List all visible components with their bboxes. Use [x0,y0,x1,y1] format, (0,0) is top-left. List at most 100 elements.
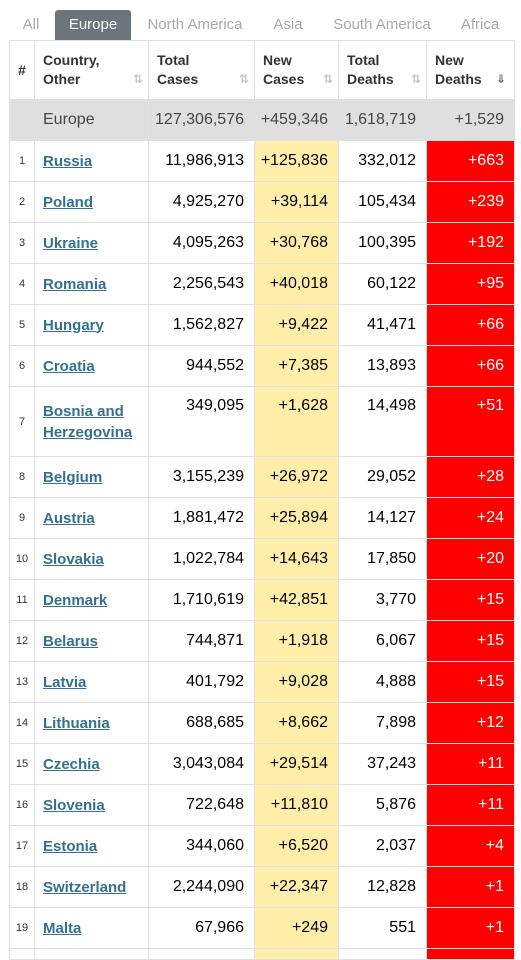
partial-row [9,948,515,960]
sort-arrows-icon: ⇅ [132,72,143,86]
country-link[interactable]: Czechia [43,755,100,773]
header-new-deaths-line2: Deaths [435,71,482,87]
total-cases-cell: 3,043,084 [148,743,255,785]
header-new-deaths[interactable]: New Deaths ⇓ [426,40,515,100]
sort-arrows-icon: ⇅ [410,72,421,86]
total-deaths-cell: 332,012 [338,140,427,182]
new-cases-cell: +26,972 [254,456,339,498]
country-link[interactable]: Slovenia [43,796,105,814]
tab-europe[interactable]: Europe [55,10,131,40]
tab-north-america[interactable]: North America [147,16,243,33]
total-cases-cell: 3,155,239 [148,456,255,498]
country-name: Bosnia and Herzegovina [34,386,149,457]
total-cases-cell: 944,552 [148,345,255,387]
new-cases-cell: +125,836 [254,140,339,182]
region-new-cases: +459,346 [254,99,339,141]
new-cases-cell: +40,018 [254,263,339,305]
region-new-deaths: +1,529 [426,99,515,141]
country-name: Romania [34,263,149,305]
header-total-deaths-line2: Deaths [347,71,394,87]
new-cases-cell: +6,520 [254,825,339,867]
partial-cell [426,948,515,960]
row-number: 12 [9,620,35,662]
total-cases-cell: 1,881,472 [148,497,255,539]
total-cases-cell: 2,256,543 [148,263,255,305]
country-link[interactable]: Russia [43,152,93,170]
country-name: Croatia [34,345,149,387]
new-deaths-cell: +11 [426,784,515,826]
country-link[interactable]: Romania [43,275,107,293]
country-link[interactable]: Lithuania [43,714,110,732]
new-cases-cell: +30,768 [254,222,339,264]
region-total-row: Europe 127,306,576 +459,346 1,618,719 +1… [9,99,515,141]
country-link[interactable]: Switzerland [43,878,127,896]
continent-tabs: All Europe North America Asia South Amer… [0,0,521,40]
country-name: Switzerland [34,866,149,908]
country-link[interactable]: Denmark [43,591,108,609]
total-cases-cell: 4,095,263 [148,222,255,264]
total-cases-cell: 344,060 [148,825,255,867]
total-deaths-cell: 7,898 [338,702,427,744]
country-link[interactable]: Croatia [43,357,95,375]
table-row: 13 Latvia 401,792 +9,028 4,888 +15 [9,661,515,703]
new-cases-cell: +7,385 [254,345,339,387]
header-total-deaths[interactable]: Total Deaths ⇅ [338,40,427,100]
row-number: 19 [9,907,35,949]
header-total-cases-line1: Total [157,52,190,68]
new-cases-cell: +9,028 [254,661,339,703]
new-cases-cell: +29,514 [254,743,339,785]
table-row: 17 Estonia 344,060 +6,520 2,037 +4 [9,825,515,867]
new-cases-cell: +39,114 [254,181,339,223]
tab-africa[interactable]: Africa [460,16,500,33]
total-cases-cell: 67,966 [148,907,255,949]
total-deaths-cell: 4,888 [338,661,427,703]
country-link[interactable]: Latvia [43,673,87,691]
new-deaths-cell: +1 [426,907,515,949]
table-row: 5 Hungary 1,562,827 +9,422 41,471 +66 [9,304,515,346]
country-link[interactable]: Belarus [43,632,99,650]
header-new-cases[interactable]: New Cases ⇅ [254,40,339,100]
total-deaths-cell: 105,434 [338,181,427,223]
header-country[interactable]: Country, Other ⇅ [34,40,149,100]
country-link[interactable]: Belgium [43,468,103,486]
row-number: 2 [9,181,35,223]
new-deaths-cell: +4 [426,825,515,867]
country-link[interactable]: Austria [43,509,95,527]
country-link[interactable]: Ukraine [43,234,99,252]
table-row: 16 Slovenia 722,648 +11,810 5,876 +11 [9,784,515,826]
covid-table: # Country, Other ⇅ Total Cases ⇅ New Cas… [9,40,515,960]
new-deaths-cell: +15 [426,579,515,621]
country-link[interactable]: Bosnia and Herzegovina [43,402,133,441]
total-cases-cell: 401,792 [148,661,255,703]
country-link[interactable]: Slovakia [43,550,104,568]
total-deaths-cell: 14,127 [338,497,427,539]
total-deaths-cell: 29,052 [338,456,427,498]
table-header: # Country, Other ⇅ Total Cases ⇅ New Cas… [9,40,515,100]
country-link[interactable]: Malta [43,919,82,937]
total-cases-cell: 2,244,090 [148,866,255,908]
country-name: Hungary [34,304,149,346]
total-deaths-cell: 12,828 [338,866,427,908]
country-name: Latvia [34,661,149,703]
row-number: 11 [9,579,35,621]
new-cases-cell: +9,422 [254,304,339,346]
table-body: Europe 127,306,576 +459,346 1,618,719 +1… [9,99,515,960]
total-deaths-cell: 60,122 [338,263,427,305]
total-deaths-cell: 551 [338,907,427,949]
country-link[interactable]: Hungary [43,316,104,334]
tab-asia[interactable]: Asia [273,16,303,33]
table-row: 14 Lithuania 688,685 +8,662 7,898 +12 [9,702,515,744]
table-row: 18 Switzerland 2,244,090 +22,347 12,828 +1 [9,866,515,908]
country-name: Poland [34,181,149,223]
total-deaths-cell: 5,876 [338,784,427,826]
region-total-num [9,99,35,141]
row-number: 3 [9,222,35,264]
country-link[interactable]: Estonia [43,837,98,855]
row-number: 17 [9,825,35,867]
header-total-cases[interactable]: Total Cases ⇅ [148,40,255,100]
tab-all[interactable]: All [22,16,40,33]
country-link[interactable]: Poland [43,193,94,211]
tab-south-america[interactable]: South America [333,16,431,33]
new-cases-cell: +11,810 [254,784,339,826]
total-cases-cell: 1,710,619 [148,579,255,621]
